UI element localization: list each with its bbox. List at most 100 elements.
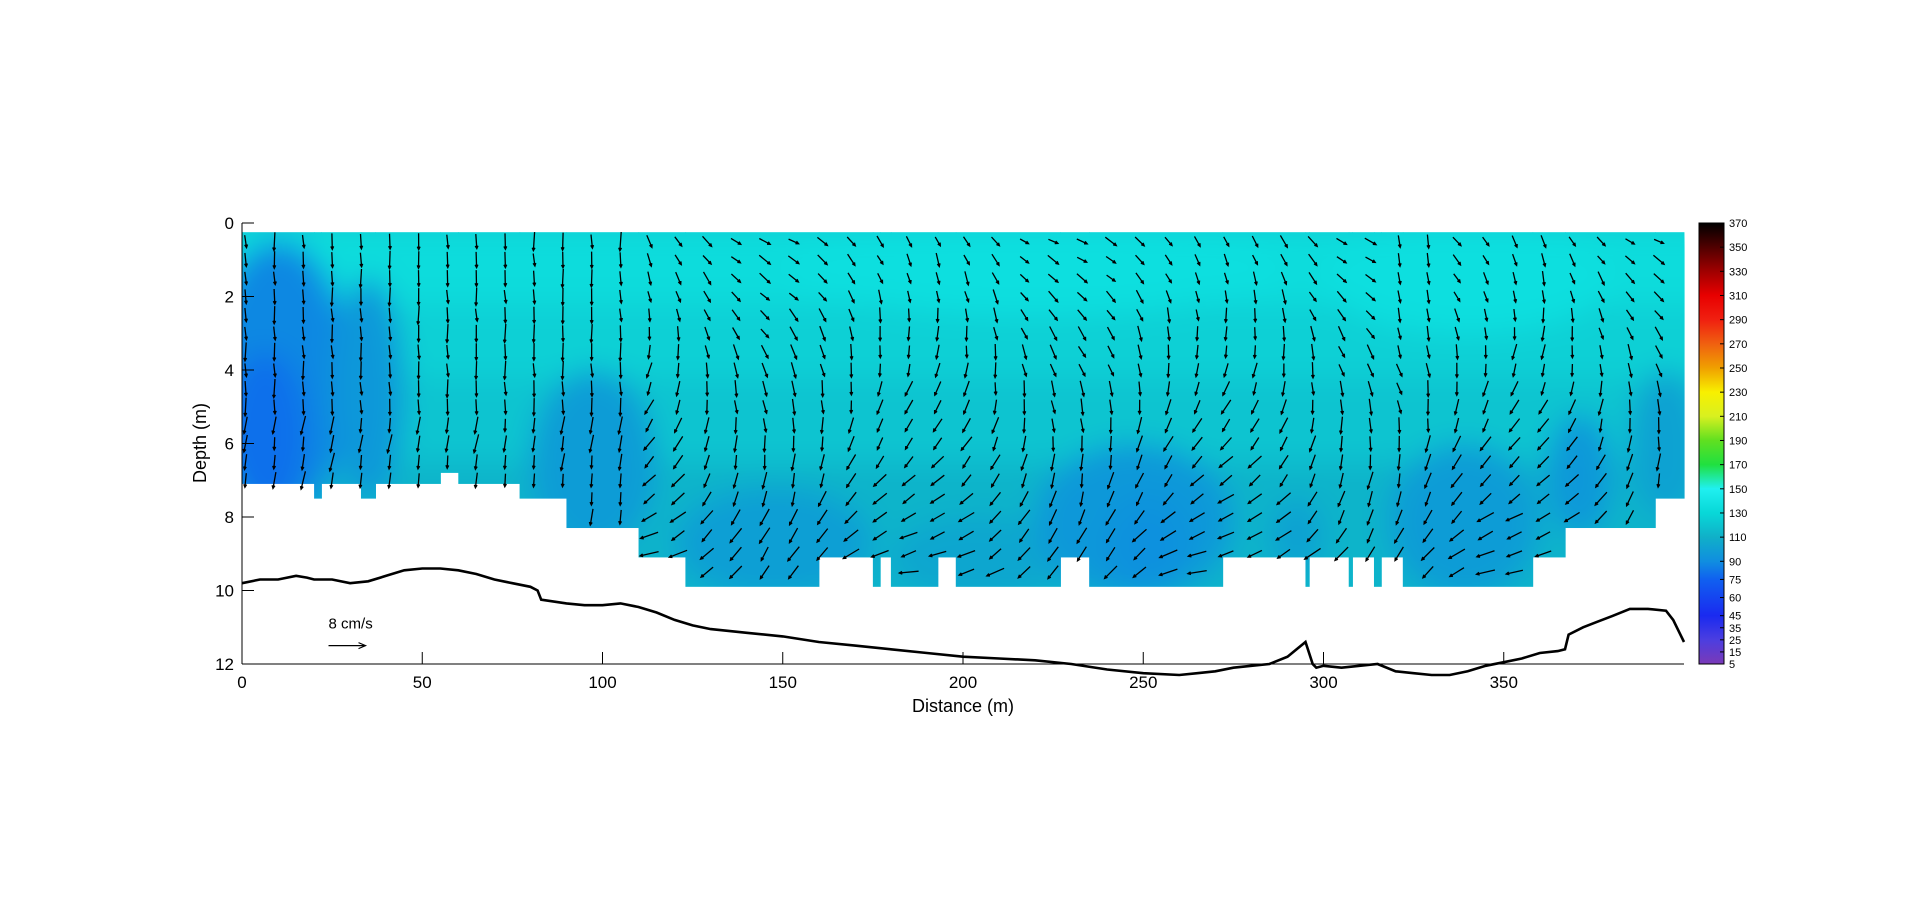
colorbar-label: 210 [1729,411,1747,423]
velocity-vector [1395,363,1403,378]
field-blob [332,278,405,499]
velocity-vector [964,345,969,360]
velocity-vector [642,436,656,451]
velocity-vector [560,268,565,289]
velocity-vector [1078,363,1086,378]
velocity-vector [1626,472,1634,490]
velocity-vector [1540,325,1546,343]
velocity-vector [502,360,507,381]
velocity-vector [1017,547,1031,561]
velocity-vector [1105,509,1117,526]
velocity-vector [1509,455,1520,469]
velocity-vector [474,287,479,307]
velocity-vector [638,550,659,558]
velocity-vector [877,273,884,285]
x-tick-label: 0 [237,673,246,692]
velocity-vector [299,415,307,436]
velocity-vector [1452,254,1462,267]
velocity-vector [330,233,335,251]
velocity-vector [1483,291,1489,303]
velocity-vector [1163,435,1174,452]
velocity-vector [473,454,478,471]
velocity-vectors [242,231,1666,580]
velocity-vector [415,416,421,436]
velocity-vector [1426,345,1431,360]
velocity-vector [1657,399,1662,416]
velocity-vector [1310,325,1316,342]
velocity-vector [1479,492,1492,506]
velocity-vector [1596,236,1607,247]
speed-field [205,223,1714,664]
velocity-vector [1366,471,1374,491]
velocity-vector [1365,292,1377,302]
velocity-vector [359,382,364,397]
velocity-vector [1018,528,1030,543]
velocity-vector [1136,416,1143,435]
velocity-vector [647,326,652,341]
velocity-vector [1655,363,1663,378]
velocity-vector [1594,472,1607,489]
x-tick-label: 350 [1490,673,1518,692]
field-blob [1269,498,1324,573]
velocity-vector [388,233,392,251]
velocity-vector [1426,234,1431,250]
velocity-vector [988,548,1002,560]
velocity-vector [1106,309,1116,321]
velocity-vector [1541,271,1546,287]
velocity-vector [1193,236,1201,248]
velocity-vector [878,289,883,305]
velocity-vector [1597,271,1605,287]
velocity-vector [300,360,305,381]
velocity-vector [590,234,595,250]
velocity-vector [589,397,594,418]
velocity-vector [1568,418,1577,434]
velocity-vector [900,550,917,558]
velocity-vector [560,232,565,252]
velocity-vector [1105,546,1116,562]
velocity-vector [1368,454,1373,471]
velocity-vector [1103,565,1118,580]
velocity-vector [1276,548,1291,559]
velocity-vector [1137,344,1143,360]
x-tick-label: 200 [949,673,977,692]
velocity-vector [675,399,681,416]
velocity-vector [1655,453,1662,472]
velocity-vector [359,308,364,323]
velocity-vector [703,436,710,453]
velocity-vector [842,548,860,560]
velocity-vector [1076,256,1089,263]
velocity-vector [1164,254,1173,266]
velocity-vector [1394,546,1404,562]
field-blob [223,351,307,517]
velocity-vector [670,530,685,542]
velocity-vector [531,455,536,470]
velocity-vector [932,418,943,433]
velocity-vector [733,362,739,379]
velocity-vector [445,270,450,288]
velocity-vector [1307,491,1318,507]
velocity-vector [844,510,858,525]
velocity-vector [589,288,594,307]
velocity-vector [790,491,796,508]
velocity-vector [1188,531,1205,540]
velocity-vector [1597,398,1604,417]
velocity-vector [791,435,796,453]
velocity-vector [817,273,828,284]
velocity-vector [1077,326,1087,342]
velocity-vector [1051,436,1056,453]
velocity-vector [1021,473,1027,489]
velocity-vector [1108,417,1113,435]
velocity-vector [1079,453,1084,472]
velocity-vector [272,454,277,471]
velocity-vector [300,436,305,452]
velocity-vector [1047,273,1060,284]
velocity-vector [474,361,479,381]
velocity-vector [1338,364,1345,377]
velocity-vector [1448,529,1465,542]
velocity-vector [1049,363,1057,378]
velocity-vector [1108,435,1113,453]
velocity-vector [991,272,1000,285]
velocity-vector [532,270,537,287]
velocity-vector [676,326,681,342]
